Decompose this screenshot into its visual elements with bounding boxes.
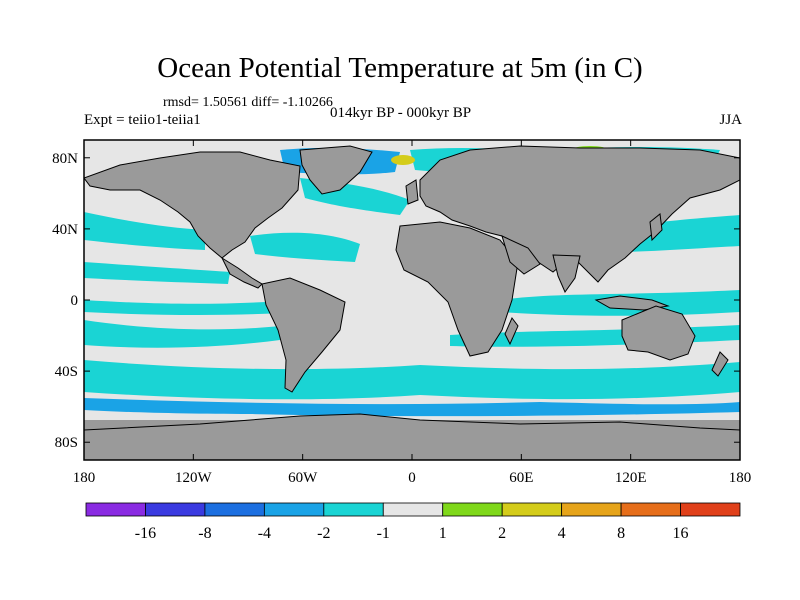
colorbar-label: 2 <box>498 525 506 542</box>
colorbar-swatch <box>620 502 681 517</box>
north-america <box>84 151 301 259</box>
colorbar-label: 8 <box>617 525 625 542</box>
lon-tick-label: 0 <box>408 470 416 486</box>
colorbar-label: -2 <box>317 525 330 542</box>
colorbar-swatch <box>442 502 503 517</box>
australia <box>621 305 696 361</box>
latitude-axis: 80N 40N 0 40S 80S <box>52 151 740 451</box>
lon-tick-label: 180 <box>729 470 752 486</box>
rmsd-diff-stats: rmsd= 1.50561 diff= -1.10266 <box>163 95 333 110</box>
lat-tick-label: 40N <box>52 222 78 238</box>
map-title: Ocean Potential Temperature at 5m (in C) <box>157 52 643 84</box>
colorbar-swatch <box>382 502 444 517</box>
colorbar-label: 4 <box>558 525 566 542</box>
british-isles <box>405 179 419 205</box>
experiment-label: Expt = teiio1-teiia1 <box>84 112 201 128</box>
colorbar-label: 16 <box>673 525 689 542</box>
colorbar-swatch <box>85 502 146 517</box>
lon-tick-label: 120W <box>175 470 213 486</box>
lon-tick-label: 60E <box>509 470 533 486</box>
arabian-peninsula <box>501 235 541 275</box>
lon-tick-label: 60W <box>288 470 318 486</box>
colorbar-swatch <box>680 502 741 517</box>
colorbar-label: -16 <box>135 525 156 542</box>
lat-tick-label: 40S <box>55 364 78 380</box>
land-masses <box>84 145 740 460</box>
lat-tick-label: 80N <box>52 151 78 167</box>
lon-tick-label: 120E <box>615 470 647 486</box>
colorbar-swatch <box>263 502 325 517</box>
longitude-axis: 180 120W 60W 0 60E 120E 180 <box>73 140 752 486</box>
colorbar-label: -8 <box>198 525 211 542</box>
colorbar-swatch <box>501 502 563 517</box>
lat-tick-label: 0 <box>71 293 79 309</box>
indonesia <box>594 295 670 311</box>
south-america <box>261 277 346 393</box>
antarctica <box>84 413 740 460</box>
colorbar: -16 -8 -4 -2 -1 1 2 4 8 16 <box>85 502 741 542</box>
india <box>552 254 581 294</box>
colorbar-label: 1 <box>439 525 447 542</box>
colorbar-swatch <box>323 502 384 517</box>
map-plot-area <box>84 140 740 460</box>
colorbar-swatch <box>145 502 206 517</box>
japan <box>649 213 663 242</box>
new-zealand <box>711 351 729 377</box>
madagascar <box>504 317 519 346</box>
central-america <box>220 256 263 289</box>
lat-tick-label: 80S <box>55 435 78 451</box>
colorbar-swatch <box>204 502 265 517</box>
season-label: JJA <box>719 112 742 128</box>
lon-tick-label: 180 <box>73 470 96 486</box>
africa <box>395 221 519 357</box>
colorbar-label: -1 <box>377 525 390 542</box>
greenland <box>299 145 373 195</box>
period-label: 014kyr BP - 000kyr BP <box>330 105 472 121</box>
eurasia <box>419 145 740 283</box>
colorbar-swatch <box>561 502 622 517</box>
colorbar-label: -4 <box>258 525 271 542</box>
